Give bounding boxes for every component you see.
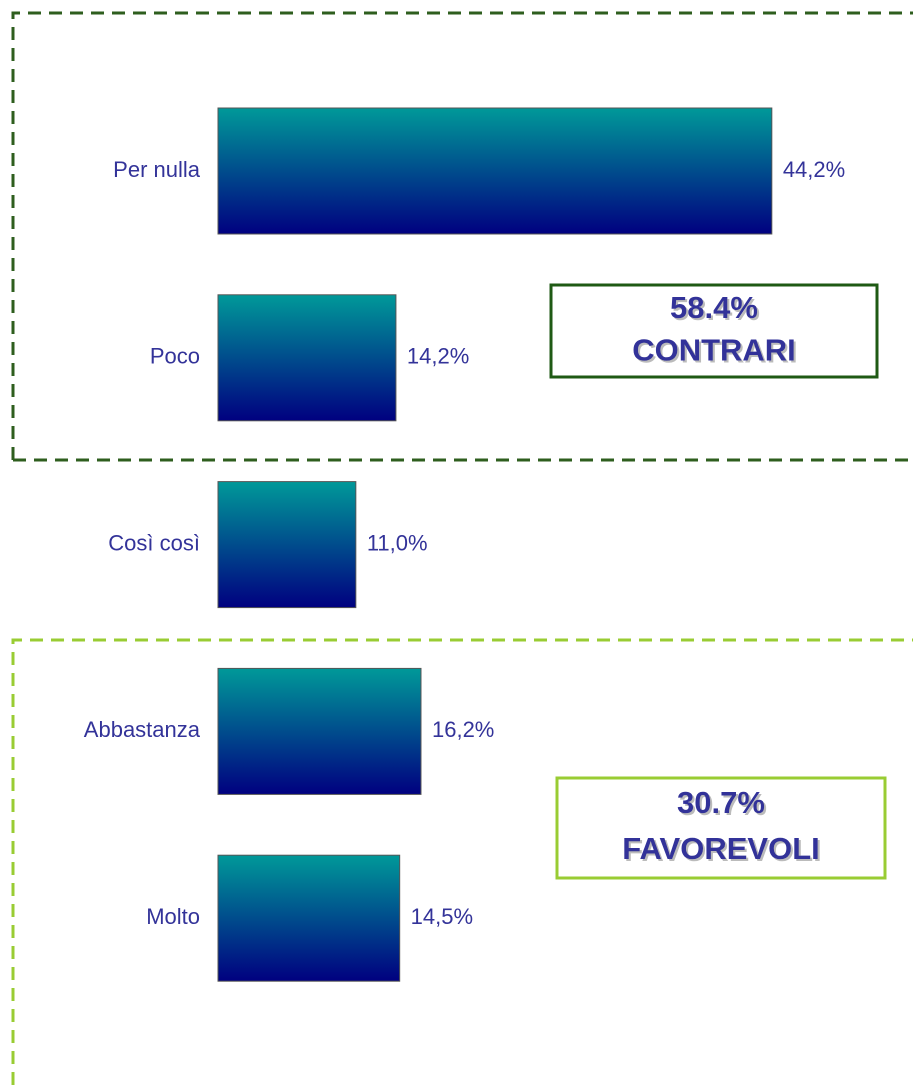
category-label: Poco — [150, 344, 200, 369]
value-label: 44,2% — [783, 157, 845, 182]
annotation-box — [549, 283, 879, 379]
bar — [217, 107, 773, 235]
category-label: Abbastanza — [84, 717, 201, 742]
bar — [217, 481, 357, 609]
bar — [217, 294, 397, 422]
category-label: Per nulla — [113, 157, 201, 182]
bar — [217, 854, 401, 982]
value-label: 14,2% — [407, 344, 469, 369]
category-label: Molto — [146, 904, 200, 929]
category-label: Così così — [108, 530, 200, 555]
annotation-text: 58.4% — [670, 290, 758, 325]
value-label: 11,0% — [367, 530, 428, 555]
group-frame — [11, 638, 913, 1085]
annotation-text: 30.7% — [677, 785, 765, 820]
group-frame — [11, 11, 913, 460]
bar — [217, 667, 422, 795]
annotation-text: CONTRARI — [632, 332, 796, 367]
value-label: 16,2% — [432, 717, 494, 742]
annotation-box — [555, 776, 887, 880]
annotation-text: FAVOREVOLI — [622, 831, 820, 866]
value-label: 14,5% — [411, 904, 473, 929]
